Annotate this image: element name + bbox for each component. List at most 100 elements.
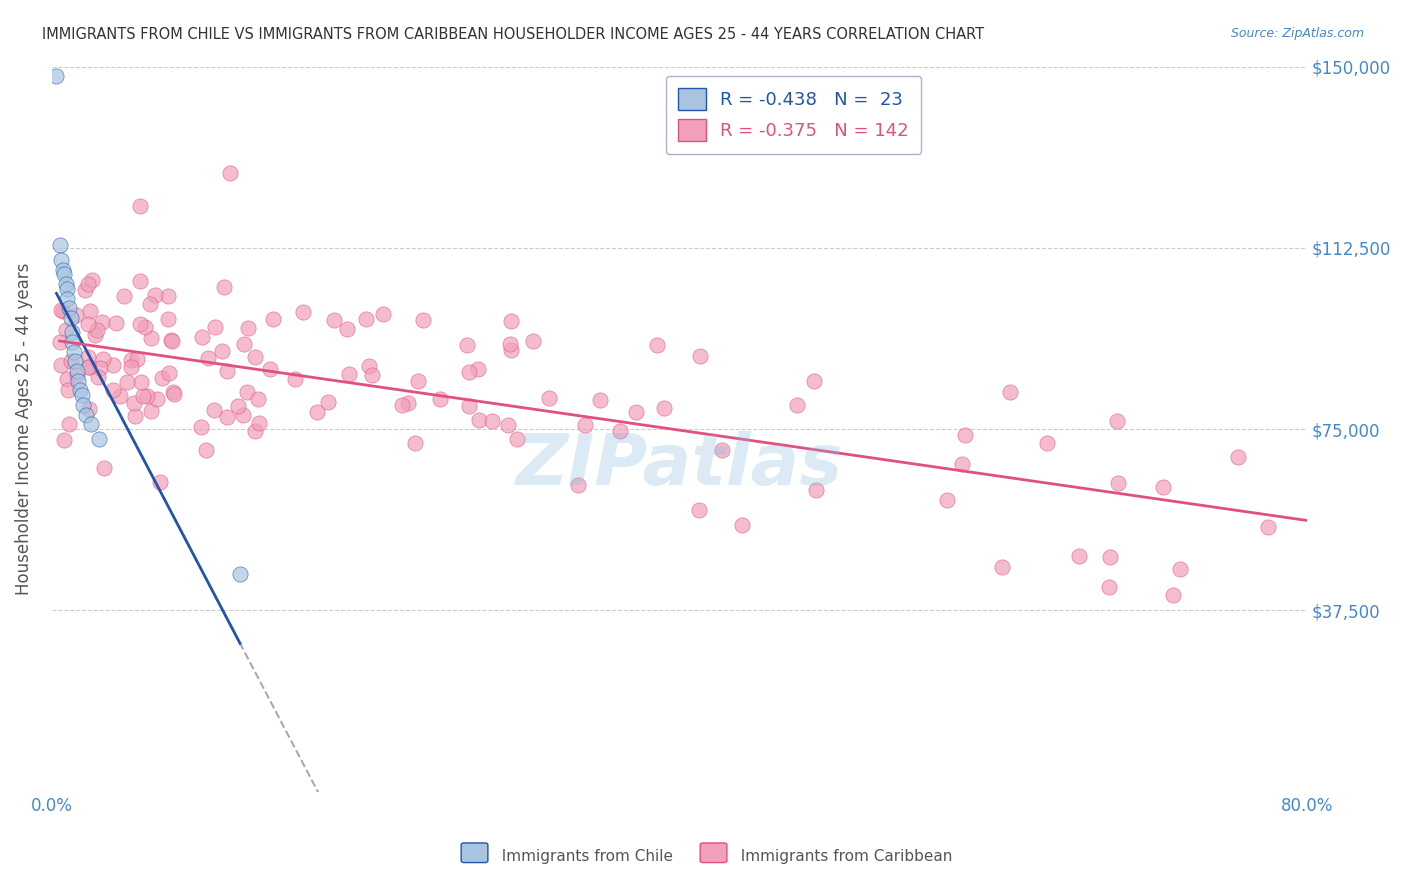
Point [125,352,148,367]
Point [124,409,146,423]
Point [689,349,711,363]
Point [396,396,419,410]
Y-axis label: Householder Income Ages 25 - 44 years: Householder Income Ages 25 - 44 years [15,263,32,595]
Point [1099,550,1122,565]
Point [936,493,959,508]
Point [211,344,233,359]
Point [145,392,167,407]
Point [219,166,242,180]
Point [55,277,77,292]
Point [457,365,479,379]
Point [105,316,128,330]
Point [247,416,270,430]
Point [93,460,115,475]
Point [359,359,381,374]
Point [163,386,186,401]
Point [588,393,610,408]
Point [322,313,344,327]
Point [48,335,70,350]
Point [786,399,808,413]
Point [120,353,142,368]
Text: Source: ZipAtlas.com: Source: ZipAtlas.com [1230,27,1364,40]
Point [481,414,503,428]
Point [468,413,491,427]
Point [1107,414,1129,428]
Point [991,559,1014,574]
Point [139,404,162,418]
Point [1257,520,1279,534]
Point [730,518,752,533]
Point [498,337,520,351]
Point [160,334,183,348]
Point [76,359,98,374]
Point [58,301,80,316]
Point [998,384,1021,399]
Point [156,312,179,326]
Point [101,358,124,372]
Point [339,367,361,381]
Point [52,262,75,277]
Point [83,328,105,343]
Point [1226,450,1249,465]
Point [51,252,73,267]
Point [67,374,90,388]
Point [132,389,155,403]
Point [506,432,529,446]
Point [77,277,100,291]
Point [404,436,426,450]
Point [66,368,89,383]
Point [194,442,217,457]
Point [217,410,239,425]
Point [58,417,80,431]
Point [56,282,79,296]
Point [115,376,138,390]
Point [229,567,252,582]
Point [134,319,156,334]
Point [391,398,413,412]
Point [79,304,101,318]
Point [69,384,91,398]
Point [1036,436,1059,450]
Point [65,354,87,368]
Point [60,335,83,350]
Point [65,308,87,322]
Point [103,383,125,397]
Point [77,317,100,331]
Point [1161,589,1184,603]
Point [243,351,266,365]
Point [157,366,180,380]
Point [204,319,226,334]
Point [1098,580,1121,594]
Point [354,312,377,326]
Point [950,457,973,471]
Point [77,402,100,417]
Point [236,321,259,335]
Point [90,315,112,329]
Point [307,405,329,419]
Point [360,368,382,383]
Point [66,364,89,378]
Point [160,333,183,347]
Point [292,305,315,319]
Point [149,475,172,489]
Point [48,238,70,252]
Point [70,388,93,402]
Point [131,375,153,389]
Point [499,314,522,328]
Point [60,326,83,340]
Point [45,70,67,84]
Point [56,372,79,386]
Point [371,307,394,321]
Point [1069,549,1091,563]
Point [246,392,269,406]
Point [215,364,238,378]
Point [55,323,77,337]
Point [75,408,97,422]
Point [202,403,225,417]
Point [62,344,84,359]
Point [82,273,104,287]
Point [162,385,184,400]
Point [191,329,214,343]
Point [284,372,307,386]
Point [122,395,145,409]
